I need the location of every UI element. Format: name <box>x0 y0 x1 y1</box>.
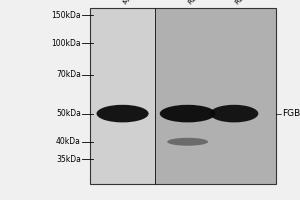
Text: 35kDa: 35kDa <box>56 155 81 164</box>
Text: Mouse liver: Mouse liver <box>123 0 156 6</box>
Ellipse shape <box>97 105 148 122</box>
Bar <box>90 8 155 184</box>
Ellipse shape <box>167 138 208 146</box>
Text: 100kDa: 100kDa <box>51 39 81 48</box>
Text: 70kDa: 70kDa <box>56 70 81 79</box>
Text: 40kDa: 40kDa <box>56 137 81 146</box>
Text: Rat liver: Rat liver <box>188 0 213 6</box>
Text: 50kDa: 50kDa <box>56 109 81 118</box>
Text: FGB: FGB <box>282 109 300 118</box>
Bar <box>90 8 276 184</box>
Text: 150kDa: 150kDa <box>51 11 81 20</box>
Ellipse shape <box>210 105 258 122</box>
Text: Rat heart: Rat heart <box>234 0 262 6</box>
Bar <box>155 8 276 184</box>
Ellipse shape <box>160 105 215 122</box>
